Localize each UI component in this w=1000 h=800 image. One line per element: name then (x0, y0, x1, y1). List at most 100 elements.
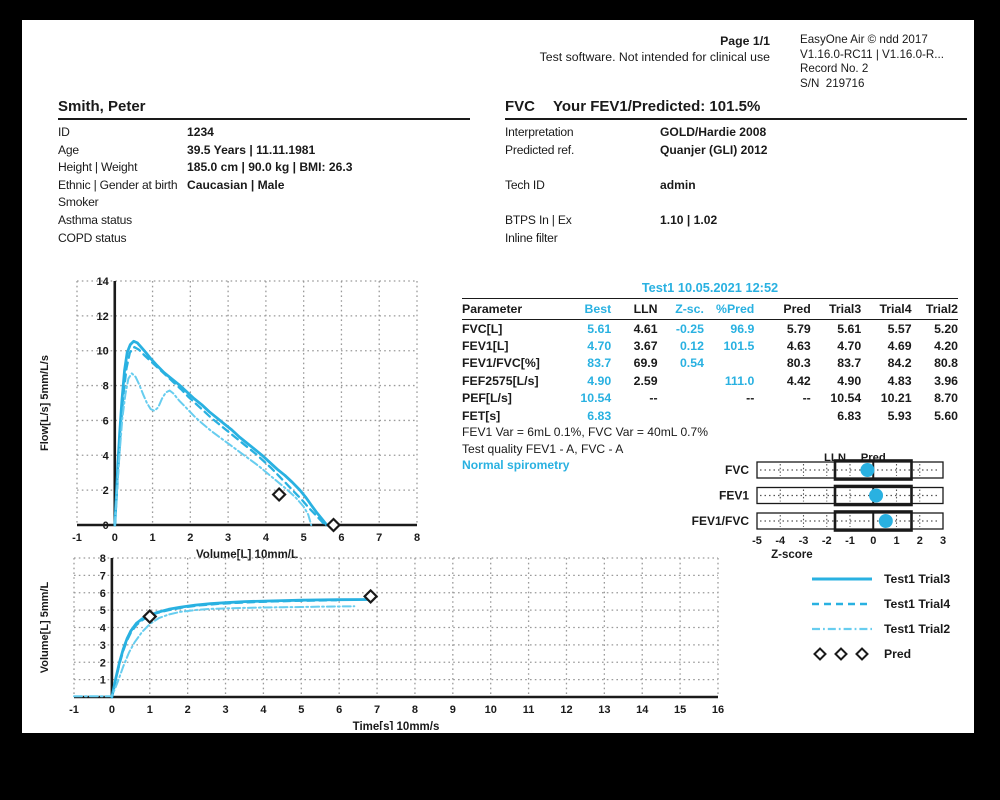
table-cell: FET[s] (462, 408, 501, 423)
table-cell: 84.2 (887, 356, 912, 371)
column-header: Trial3 (829, 302, 862, 316)
table-cell: 4.63 (786, 339, 811, 354)
report-page: Page 1/1 Test software. Not intended for… (22, 20, 974, 733)
patient-section: Smith, Peter ID 1234 Age 39.5 Years | 11.11… (58, 98, 470, 248)
legend-row: Test1 Trial4 (810, 591, 950, 616)
svg-text:10: 10 (97, 346, 109, 358)
svg-text:1: 1 (893, 535, 899, 547)
svg-text:8: 8 (100, 553, 106, 565)
svg-text:12: 12 (560, 704, 572, 716)
table-cell: 0.54 (679, 356, 704, 371)
table-cell: 0.12 (679, 339, 704, 354)
svg-text:-4: -4 (775, 535, 786, 547)
svg-text:-3: -3 (799, 535, 809, 547)
volume-time-chart: -1 0 1 2 3 4 5 6 7 8 9 10 11 12 13 14 15 1612345678Time[s… (39, 553, 724, 730)
info-label: COPD status (58, 230, 127, 245)
info-value: admin (660, 177, 696, 192)
quality-note: Test quality FEV1 - A, FVC - A (462, 441, 624, 456)
table-cell (704, 355, 754, 372)
table-cell (611, 407, 657, 424)
info-label: BTPS In | Ex (505, 212, 572, 227)
table-cell: 5.60 (934, 408, 958, 423)
table-row: FEV1/FVC[%] 83.7 69.9 0.54 80.3 83.7 84.2 80.8 (462, 355, 958, 372)
svg-text:2: 2 (187, 532, 193, 544)
table-cell: FEV1/FVC[%] (462, 356, 540, 371)
svg-text:Volume[L] 5mm/L: Volume[L] 5mm/L (39, 581, 51, 673)
svg-text:10: 10 (485, 704, 497, 716)
info-row: Tech ID admin (505, 178, 967, 196)
legend-label: Test1 Trial3 (884, 571, 951, 586)
table-cell: 5.61 (587, 321, 612, 336)
column-header: Parameter (462, 302, 523, 316)
svg-text:4: 4 (100, 623, 107, 635)
table-cell: 5.20 (934, 321, 958, 336)
svg-text:FEV1/FVC: FEV1/FVC (692, 514, 750, 528)
info-label: Interpretation (505, 125, 574, 139)
info-label: ID (58, 125, 70, 139)
table-cell: 80.8 (934, 356, 958, 371)
svg-text:0: 0 (103, 520, 109, 532)
info-label: Smoker (58, 195, 99, 210)
legend-label: Pred (884, 646, 912, 661)
table-cell: 2.59 (633, 373, 658, 388)
table-cell: 4.42 (786, 373, 811, 388)
svg-text:-1: -1 (72, 532, 82, 544)
device-info: EasyOne Air © ndd 2017 V1.16.0-RC11 | V1.… (800, 33, 944, 91)
column-header: Trial2 (925, 302, 958, 316)
info-label: Tech ID (505, 177, 545, 192)
svg-text:-1: -1 (69, 704, 79, 716)
svg-text:Z-score: Z-score (771, 549, 813, 561)
info-label: Height | Weight (58, 160, 138, 175)
svg-text:4: 4 (260, 704, 267, 716)
svg-text:6: 6 (103, 415, 109, 427)
table-cell: 4.69 (887, 339, 912, 354)
info-row: Asthma status (58, 213, 470, 231)
column-header: Z-sc. (675, 302, 704, 316)
svg-text:7: 7 (376, 532, 382, 544)
svg-text:6: 6 (338, 532, 344, 544)
series-dashdot (73, 605, 356, 698)
table-cell: 10.21 (880, 391, 912, 406)
device-info-line: Record No. 2 (800, 62, 869, 76)
svg-text:3: 3 (100, 640, 106, 652)
zscore-dot (860, 463, 875, 477)
table-cell: 4.90 (587, 373, 612, 388)
svg-text:1: 1 (100, 675, 106, 687)
info-row: Age 39.5 Years | 11.11.1981 (58, 143, 470, 161)
svg-text:1: 1 (149, 532, 155, 544)
header-center: Page 1/1 Test software. Not intended for… (442, 33, 770, 65)
svg-text:2: 2 (917, 535, 923, 547)
legend-row: Test1 Trial2 (810, 616, 950, 641)
table-cell: -- (802, 391, 811, 406)
table-cell: FVC[L] (462, 321, 503, 336)
table-cell: FEV1[L] (462, 339, 509, 354)
zscore-dot (869, 488, 884, 503)
test-section: FVC Your FEV1/Predicted: 101.5% Interpret… (505, 98, 967, 248)
table-cell: -- (746, 391, 755, 406)
interpretation-note: Normal spirometry (462, 458, 570, 472)
info-row: ID 1234 (58, 125, 470, 143)
column-header: LLN (633, 302, 658, 316)
table-cell (658, 390, 704, 407)
svg-text:4: 4 (263, 532, 270, 544)
info-label: Age (58, 142, 79, 157)
info-row: COPD status (58, 231, 470, 249)
table-cell: PEF[L/s] (462, 391, 512, 406)
info-row: Interpretation GOLD/Hardie 2008 (505, 125, 967, 143)
svg-text:3: 3 (225, 532, 231, 544)
table-cell: 4.90 (837, 373, 862, 388)
column-header: Pred (783, 302, 811, 316)
svg-text:Volume[L] 10mm/L: Volume[L] 10mm/L (196, 549, 298, 561)
series-dashed (110, 599, 338, 699)
table-cell: 5.93 (887, 408, 912, 423)
svg-text:12: 12 (97, 311, 109, 323)
test-title: FVC Your FEV1/Predicted: 101.5% (505, 98, 967, 120)
info-value: 185.0 cm | 90.0 kg | BMI: 26.3 (187, 160, 353, 175)
column-header: Trial4 (879, 302, 912, 316)
table-cell: 8.70 (934, 391, 958, 406)
info-row: Ethnic | Gender at birth Caucasian | Male (58, 178, 470, 196)
info-label: Predicted ref. (505, 142, 575, 157)
svg-text:5: 5 (100, 605, 106, 617)
